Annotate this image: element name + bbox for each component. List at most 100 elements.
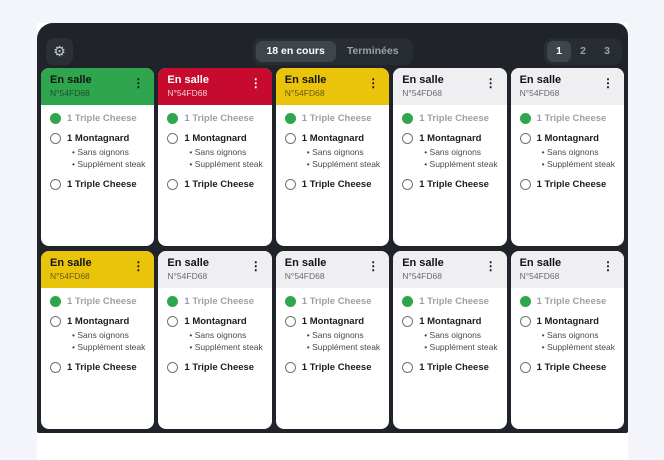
item-status-circle[interactable] (519, 132, 531, 144)
kebab-menu-icon[interactable]: ⋮ (367, 259, 380, 273)
item-option: Supplément steak (72, 342, 145, 354)
kebab-menu-icon[interactable]: ⋮ (367, 76, 380, 90)
order-item[interactable]: 1 Triple Cheese (284, 361, 381, 374)
item-status-circle[interactable] (284, 361, 296, 373)
kebab-menu-icon[interactable]: ⋮ (484, 76, 497, 90)
item-text: 1 Triple Cheese (67, 179, 137, 191)
order-item[interactable]: 1 Montagnard Sans oignonsSupplément stea… (167, 315, 263, 354)
order-status-label: En salle (167, 74, 209, 86)
item-status-circle[interactable] (167, 315, 179, 327)
order-item[interactable]: 1 Triple Cheese (519, 113, 616, 125)
item-status-circle[interactable] (284, 315, 296, 327)
item-status-circle[interactable] (402, 315, 414, 327)
item-label: 1 Triple Cheese (419, 361, 489, 373)
order-item[interactable]: 1 Triple Cheese (519, 361, 616, 374)
item-status-circle[interactable] (284, 178, 296, 190)
item-options: Sans oignonsSupplément steak (537, 330, 615, 354)
order-item[interactable]: 1 Montagnard Sans oignonsSupplément stea… (167, 132, 263, 171)
order-card[interactable]: En salle N°54FD68 ⋮ 1 Triple Cheese 1 Mo… (275, 68, 390, 246)
order-item[interactable]: 1 Montagnard Sans oignonsSupplément stea… (519, 315, 616, 354)
order-item[interactable]: 1 Triple Cheese (402, 178, 498, 191)
order-item[interactable]: 1 Montagnard Sans oignonsSupplément stea… (402, 132, 498, 171)
tab-en-cours[interactable]: 18 en cours (255, 41, 336, 62)
item-status-circle[interactable] (50, 296, 61, 307)
item-text: 1 Triple Cheese (537, 179, 607, 191)
order-card[interactable]: En salle N°54FD68 ⋮ 1 Triple Cheese 1 Mo… (275, 251, 390, 429)
kebab-menu-icon[interactable]: ⋮ (602, 76, 614, 90)
item-status-circle[interactable] (519, 296, 531, 307)
item-status-circle[interactable] (519, 315, 531, 327)
kebab-menu-icon[interactable]: ⋮ (132, 259, 145, 273)
kebab-menu-icon[interactable]: ⋮ (249, 76, 262, 90)
order-item[interactable]: 1 Triple Cheese (50, 296, 146, 308)
order-card[interactable]: En salle N°54FD68 ⋮ 1 Triple Cheese 1 Mo… (393, 251, 507, 429)
item-status-circle[interactable] (284, 132, 296, 144)
order-item[interactable]: 1 Triple Cheese (519, 178, 616, 191)
order-item[interactable]: 1 Montagnard Sans oignonsSupplément stea… (284, 132, 381, 171)
kebab-menu-icon[interactable]: ⋮ (484, 259, 497, 273)
item-status-circle[interactable] (50, 315, 61, 327)
item-label: 1 Triple Cheese (301, 178, 372, 190)
order-item[interactable]: 1 Triple Cheese (402, 361, 498, 374)
order-item[interactable]: 1 Triple Cheese (167, 361, 263, 374)
item-status-circle[interactable] (50, 178, 61, 190)
item-status-circle[interactable] (519, 361, 531, 373)
item-text: 1 Montagnard Sans oignonsSupplément stea… (302, 133, 380, 171)
order-item[interactable]: 1 Triple Cheese (284, 178, 381, 191)
item-status-circle[interactable] (402, 361, 414, 373)
item-status-circle[interactable] (284, 296, 296, 307)
order-item[interactable]: 1 Triple Cheese (402, 113, 498, 125)
item-status-circle[interactable] (402, 178, 414, 190)
order-item[interactable]: 1 Triple Cheese (402, 296, 498, 308)
kebab-menu-icon[interactable]: ⋮ (132, 76, 145, 90)
item-status-circle[interactable] (402, 113, 414, 124)
order-card[interactable]: En salle N°54FD68 ⋮ 1 Triple Cheese 1 Mo… (158, 251, 272, 429)
order-item[interactable]: 1 Montagnard Sans oignonsSupplément stea… (284, 315, 381, 354)
order-card[interactable]: En salle N°54FD68 ⋮ 1 Triple Cheese 1 Mo… (510, 68, 624, 246)
order-item[interactable]: 1 Triple Cheese (167, 178, 263, 191)
order-item[interactable]: 1 Triple Cheese (284, 113, 381, 125)
order-item[interactable]: 1 Triple Cheese (50, 178, 146, 191)
order-item[interactable]: 1 Montagnard Sans oignonsSupplément stea… (50, 132, 146, 171)
item-status-circle[interactable] (50, 132, 61, 144)
item-status-circle[interactable] (167, 113, 179, 124)
order-item[interactable]: 1 Montagnard Sans oignonsSupplément stea… (519, 132, 616, 171)
item-status-circle[interactable] (284, 113, 296, 124)
item-label: 1 Montagnard (419, 132, 482, 144)
item-label: 1 Triple Cheese (184, 296, 255, 307)
order-card[interactable]: En salle N°54FD68 ⋮ 1 Triple Cheese 1 Mo… (393, 68, 507, 246)
order-item[interactable]: 1 Triple Cheese (167, 113, 263, 125)
item-status-circle[interactable] (519, 178, 531, 190)
page-button-1[interactable]: 1 (547, 41, 571, 62)
item-status-circle[interactable] (167, 132, 179, 144)
item-status-circle[interactable] (402, 296, 414, 307)
order-card[interactable]: En salle N°54FD68 ⋮ 1 Triple Cheese 1 Mo… (41, 251, 155, 429)
item-status-circle[interactable] (167, 361, 179, 373)
order-item[interactable]: 1 Triple Cheese (50, 113, 146, 125)
item-label: 1 Triple Cheese (301, 296, 372, 307)
item-status-circle[interactable] (519, 113, 531, 124)
order-item[interactable]: 1 Triple Cheese (50, 361, 146, 374)
tab-terminees[interactable]: Terminées (336, 41, 410, 62)
order-item[interactable]: 1 Triple Cheese (167, 296, 263, 308)
order-item[interactable]: 1 Montagnard Sans oignonsSupplément stea… (402, 315, 498, 354)
order-card[interactable]: En salle N°54FD68 ⋮ 1 Triple Cheese 1 Mo… (158, 68, 272, 246)
order-item[interactable]: 1 Montagnard Sans oignonsSupplément stea… (50, 315, 146, 354)
order-card-header-text: En salle N°54FD68 (520, 74, 562, 98)
order-card[interactable]: En salle N°54FD68 ⋮ 1 Triple Cheese 1 Mo… (41, 68, 155, 246)
item-status-circle[interactable] (50, 361, 61, 373)
item-label: 1 Montagnard (184, 132, 247, 144)
item-status-circle[interactable] (50, 113, 61, 124)
order-card[interactable]: En salle N°54FD68 ⋮ 1 Triple Cheese 1 Mo… (510, 251, 624, 429)
item-status-circle[interactable] (167, 296, 179, 307)
page-button-2[interactable]: 2 (571, 41, 595, 62)
item-text: 1 Montagnard Sans oignonsSupplément stea… (67, 133, 145, 171)
settings-button[interactable]: ⚙ (46, 38, 73, 65)
kebab-menu-icon[interactable]: ⋮ (249, 259, 262, 273)
order-item[interactable]: 1 Triple Cheese (519, 296, 616, 308)
item-status-circle[interactable] (402, 132, 414, 144)
kebab-menu-icon[interactable]: ⋮ (602, 259, 614, 273)
item-status-circle[interactable] (167, 178, 179, 190)
page-button-3[interactable]: 3 (595, 41, 619, 62)
order-item[interactable]: 1 Triple Cheese (284, 296, 381, 308)
